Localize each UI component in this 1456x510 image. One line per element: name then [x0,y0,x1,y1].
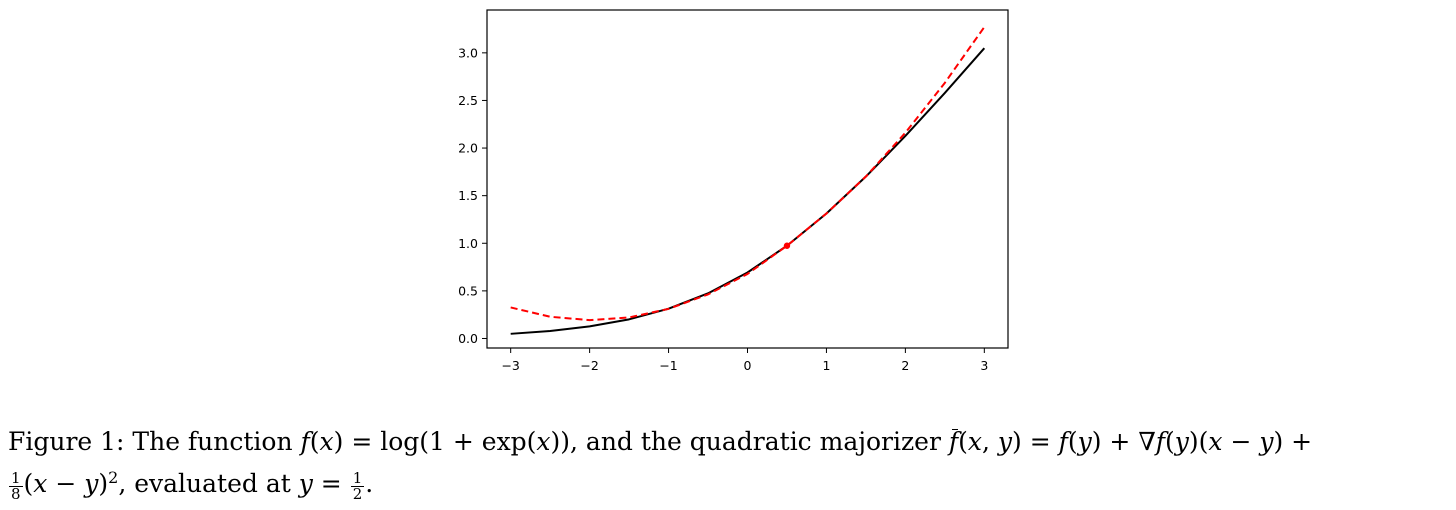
x-tick-label: −3 [501,358,519,373]
y-tick-label: 2.0 [458,141,478,156]
y-axis: 0.0 0.5 1.0 1.5 2.0 2.5 3.0 [458,45,487,346]
plot-frame [486,9,1009,349]
figure-caption: Figure 1: The function 𝑓(𝑥) = log(1 + ex… [8,424,1453,502]
chart: −3 −2 −1 0 1 2 3 0.0 0.5 1.0 1.5 2.0 2.5 3.0 [458,9,1009,373]
caption-line1: Figure 1: The function 𝑓(𝑥) = log(1 + ex… [8,427,949,456]
x-tick-label: −2 [580,358,598,373]
evaluation-point [783,242,791,249]
y-tick-label: 1.5 [458,188,478,203]
y-tick-label: 0.5 [458,283,478,298]
caption-exponent: 2 [108,468,119,487]
series-group [510,26,986,335]
caption-line2-b: , evaluated at 𝑦 = [118,468,350,498]
x-tick-label: 0 [744,358,752,373]
x-axis: −3 −2 −1 0 1 2 3 [501,348,988,373]
x-tick-label: −1 [659,358,677,373]
fraction-1-denominator: 8 [11,484,21,503]
caption-fbar: 𝑓 [949,424,959,460]
y-tick-label: 0.0 [458,331,478,346]
x-tick-label: 2 [901,358,909,373]
fraction-2-numerator: 1 [350,468,365,487]
x-tick-label: 1 [822,358,830,373]
fraction-1-numerator: 1 [9,468,23,487]
fraction-2-denominator: 2 [352,484,363,503]
caption-line1-tail: (𝑥, 𝑦) = 𝑓(𝑦) + ∇𝑓(𝑦)(𝑥 − 𝑦) + [958,427,1313,456]
y-tick-label: 2.5 [458,93,478,108]
y-tick-label: 3.0 [458,45,478,60]
caption-line2-a: (𝑥 − 𝑦) [23,468,109,498]
series-line-1 [510,26,986,322]
x-tick-label: 3 [980,358,988,373]
series-line-0 [510,47,986,335]
y-tick-label: 1.0 [458,236,478,251]
caption-line2-c: . [365,468,374,498]
